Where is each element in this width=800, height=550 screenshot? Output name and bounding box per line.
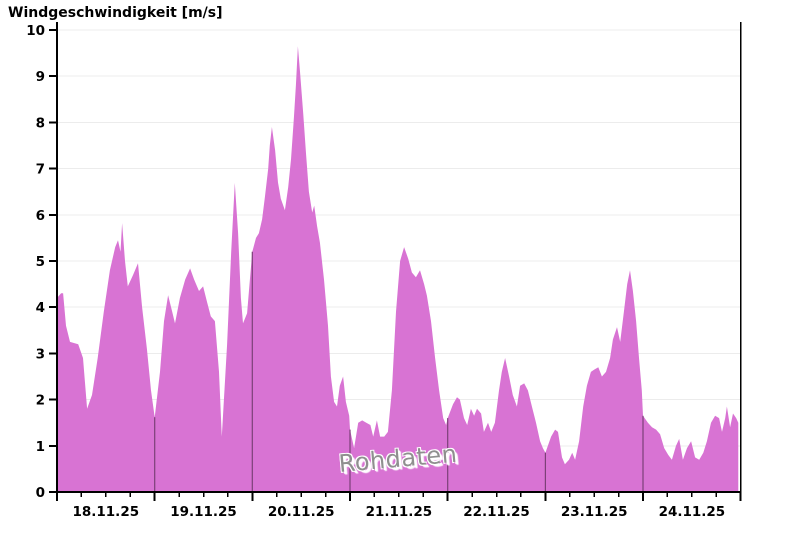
x-tick-label: 21.11.25	[366, 504, 433, 520]
y-tick-label: 3	[36, 346, 45, 362]
y-tick-label: 1	[36, 439, 45, 455]
y-tick-label: 5	[36, 254, 45, 270]
chart-title: Windgeschwindigkeit [m/s]	[8, 5, 223, 21]
x-tick-label: 23.11.25	[561, 504, 628, 520]
x-tick-label: 24.11.25	[659, 504, 726, 520]
x-tick-label: 20.11.25	[268, 504, 335, 520]
x-tick-label: 22.11.25	[463, 504, 530, 520]
y-tick-label: 4	[36, 300, 45, 316]
y-tick-label: 2	[36, 393, 45, 409]
y-tick-label: 6	[36, 208, 45, 224]
y-tick-label: 10	[26, 23, 45, 39]
wind-speed-area	[57, 46, 739, 492]
x-tick-label: 19.11.25	[170, 504, 237, 520]
y-tick-label: 0	[36, 485, 45, 501]
x-tick-label: 18.11.25	[72, 504, 139, 520]
y-tick-label: 7	[36, 162, 45, 178]
y-tick-label: 8	[36, 115, 45, 131]
y-tick-label: 9	[36, 69, 45, 85]
